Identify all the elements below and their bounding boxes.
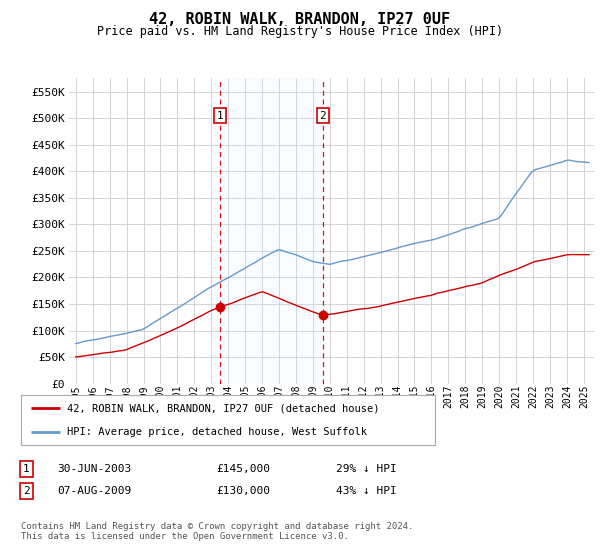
Text: £145,000: £145,000 [216, 464, 270, 474]
Text: Price paid vs. HM Land Registry's House Price Index (HPI): Price paid vs. HM Land Registry's House … [97, 25, 503, 38]
Text: HPI: Average price, detached house, West Suffolk: HPI: Average price, detached house, West… [67, 427, 367, 437]
Text: 07-AUG-2009: 07-AUG-2009 [57, 486, 131, 496]
Text: 42, ROBIN WALK, BRANDON, IP27 0UF: 42, ROBIN WALK, BRANDON, IP27 0UF [149, 12, 451, 27]
Text: 2: 2 [319, 110, 326, 120]
Text: 43% ↓ HPI: 43% ↓ HPI [336, 486, 397, 496]
Text: 30-JUN-2003: 30-JUN-2003 [57, 464, 131, 474]
Text: 1: 1 [23, 464, 30, 474]
Text: Contains HM Land Registry data © Crown copyright and database right 2024.
This d: Contains HM Land Registry data © Crown c… [21, 522, 413, 542]
Text: 2: 2 [23, 486, 30, 496]
Bar [220, 78, 323, 384]
Text: 1: 1 [217, 110, 223, 120]
Text: £130,000: £130,000 [216, 486, 270, 496]
Text: 42, ROBIN WALK, BRANDON, IP27 0UF (detached house): 42, ROBIN WALK, BRANDON, IP27 0UF (detac… [67, 403, 379, 413]
Text: 29% ↓ HPI: 29% ↓ HPI [336, 464, 397, 474]
